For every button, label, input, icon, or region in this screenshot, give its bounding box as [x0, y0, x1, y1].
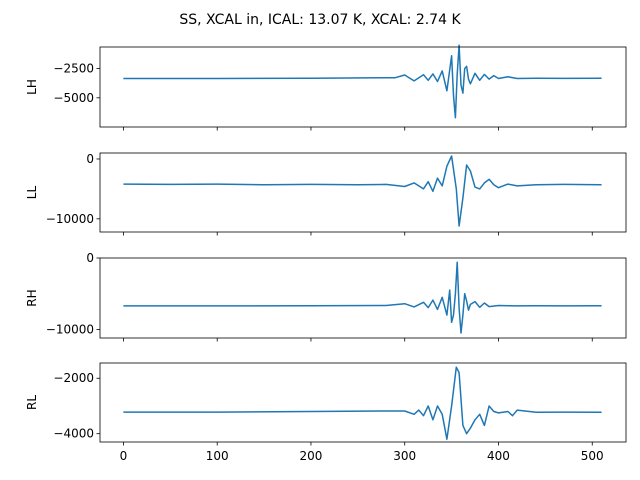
- y-axis-label: LL: [25, 186, 39, 200]
- y-tick-label: −10000: [46, 322, 94, 336]
- x-tick-label: 500: [581, 449, 604, 463]
- y-tick-label: −2000: [53, 371, 94, 385]
- subplot-rl: −4000 −2000 0 100 200 300 400 500 RL: [25, 362, 627, 463]
- series-line-rl: [123, 366, 602, 440]
- axes-frame: [99, 257, 627, 339]
- x-tick-label: 200: [300, 449, 323, 463]
- subplot-rh: −10000 0 RH: [25, 251, 627, 342]
- y-axis-label: LH: [25, 79, 39, 95]
- subplot-lh: −5000 −2500 LH: [25, 44, 627, 131]
- y-axis-label: RL: [25, 395, 39, 410]
- y-tick-label: 0: [86, 152, 94, 166]
- y-tick-label: −2500: [53, 62, 94, 76]
- series-line-lh: [123, 44, 602, 119]
- chart-title: SS, XCAL in, ICAL: 13.07 K, XCAL: 2.74 K: [179, 12, 461, 28]
- y-tick-label: 0: [86, 251, 94, 265]
- y-tick-label: −4000: [53, 427, 94, 441]
- subplot-ll: −10000 0 LL: [25, 152, 627, 236]
- y-tick-label: −10000: [46, 212, 94, 226]
- x-tick-label: 400: [487, 449, 510, 463]
- series-line-ll: [123, 155, 602, 227]
- y-axis-label: RH: [25, 289, 39, 306]
- x-tick-label: 100: [206, 449, 229, 463]
- axes-frame: [99, 362, 627, 443]
- x-tick-label: 0: [120, 449, 128, 463]
- axes-frame: [99, 46, 627, 128]
- x-tick-label: 300: [393, 449, 416, 463]
- axes-container: −5000 −2500 LH −10000 0 LL −10000 0 RH −4000 −2000…: [25, 44, 627, 463]
- series-line-rh: [123, 261, 602, 334]
- y-tick-label: −5000: [53, 91, 94, 105]
- axes-frame: [99, 152, 627, 233]
